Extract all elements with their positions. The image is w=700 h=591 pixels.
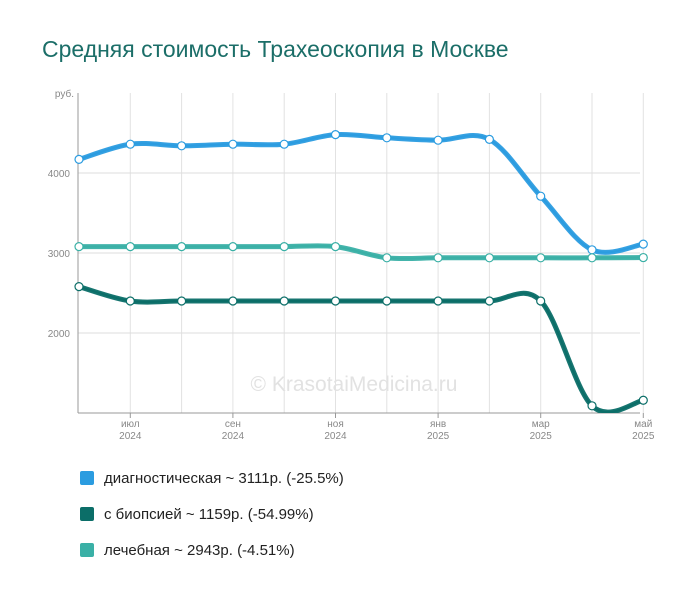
data-point: [330, 242, 341, 252]
data-point: [382, 253, 392, 263]
legend-swatch: [80, 507, 94, 521]
data-point: [536, 191, 546, 201]
data-point: [177, 242, 187, 252]
x-tick-label-month: янв: [430, 419, 446, 430]
data-point: [330, 296, 341, 306]
legend-label: с биопсией ~ 1159р. (-54.99%): [104, 505, 314, 523]
y-tick-label: 3000: [48, 249, 71, 260]
data-point: [638, 252, 648, 263]
data-point: [74, 154, 84, 164]
legend-item[interactable]: с биопсией ~ 1159р. (-54.99%): [80, 496, 344, 532]
data-point: [279, 139, 289, 149]
legend-item[interactable]: диагностическая ~ 3111р. (-25.5%): [80, 460, 344, 496]
data-point: [382, 133, 392, 143]
chart-axes: 200030004000руб.июл2024сен2024ноя2024янв…: [48, 88, 655, 442]
data-point: [484, 134, 494, 144]
data-point: [433, 253, 443, 263]
legend-label: лечебная ~ 2943р. (-4.51%): [104, 541, 295, 559]
chart-title: Средняя стоимость Трахеоскопия в Москве: [42, 36, 509, 62]
data-point: [125, 296, 135, 306]
data-point: [587, 245, 597, 255]
data-point: [638, 239, 648, 249]
chart-legend: диагностическая ~ 3111р. (-25.5%) с биопс…: [80, 460, 344, 568]
data-point: [382, 296, 392, 306]
data-point: [484, 296, 494, 306]
data-point: [228, 242, 238, 252]
x-tick-label-month: май: [634, 419, 652, 430]
data-point: [125, 139, 135, 149]
data-point: [228, 296, 238, 306]
x-tick-label-month: июл: [121, 419, 140, 430]
x-tick-label-month: ноя: [327, 419, 344, 430]
x-tick-label-year: 2024: [119, 431, 142, 442]
data-point: [228, 139, 238, 149]
x-tick-label-month: сен: [225, 419, 241, 430]
data-point: [279, 242, 289, 252]
data-point: [587, 253, 597, 263]
data-point: [330, 130, 341, 140]
data-point: [74, 242, 84, 252]
chart-points: [74, 130, 648, 411]
data-point: [433, 296, 443, 306]
data-point: [177, 141, 187, 151]
series-0: [78, 131, 646, 255]
data-point: [279, 296, 289, 306]
data-point: [536, 253, 546, 263]
y-unit-label: руб.: [55, 88, 74, 100]
data-point: [638, 395, 648, 405]
data-point: [484, 253, 494, 263]
line-chart: © KrasotaiMedicina.ru 2000 3000 4000 руб. ию…: [48, 88, 655, 442]
y-tick-label: 2000: [48, 329, 71, 340]
legend-item[interactable]: лечебная ~ 2943р. (-4.51%): [80, 532, 344, 568]
x-tick-label-year: 2025: [530, 431, 553, 442]
data-point: [536, 296, 546, 306]
data-point: [177, 296, 187, 306]
data-point: [74, 282, 84, 292]
x-tick-label-year: 2024: [324, 431, 347, 442]
data-point: [587, 401, 597, 411]
y-tick-label: 4000: [48, 169, 71, 180]
x-tick-label-month: мар: [532, 419, 550, 430]
legend-swatch: [80, 471, 94, 485]
data-point: [433, 135, 443, 145]
x-tick-label-year: 2025: [427, 431, 450, 442]
legend-swatch: [80, 543, 94, 557]
watermark: © KrasotaiMedicina.ru: [251, 373, 458, 396]
x-tick-label-year: 2025: [632, 431, 655, 442]
series-2: [78, 243, 646, 262]
series-line-core: [78, 133, 644, 254]
data-point: [125, 242, 135, 252]
x-tick-label-year: 2024: [222, 431, 245, 442]
chart-series: [78, 131, 646, 413]
legend-label: диагностическая ~ 3111р. (-25.5%): [104, 469, 344, 487]
series-line: [78, 131, 646, 255]
